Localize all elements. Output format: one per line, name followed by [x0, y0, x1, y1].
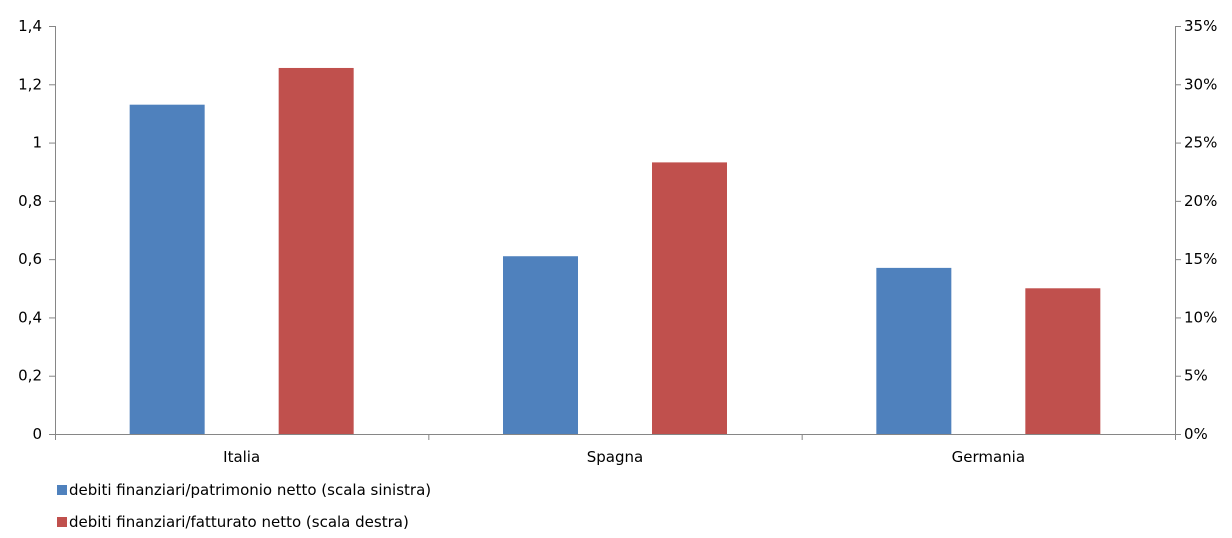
- y-right-tick-label: 5%: [1184, 367, 1208, 385]
- category-labels: Italia Spagna Germania: [223, 448, 1025, 466]
- bar-fatturato-germania: [1025, 288, 1100, 434]
- bar-fatturato-italia: [279, 68, 354, 434]
- y-left-tick: 0,6: [18, 250, 55, 268]
- y-left-tick: 0,4: [18, 308, 55, 326]
- legend-swatch: [57, 517, 67, 527]
- legend-item: debiti finanziari/patrimonio netto (scal…: [57, 481, 431, 499]
- y-right-tick-label: 25%: [1184, 134, 1217, 152]
- y-left-tick: 0: [32, 425, 55, 443]
- legend: debiti finanziari/patrimonio netto (scal…: [57, 481, 431, 531]
- y-right-tick: 35%: [1175, 17, 1217, 35]
- y-right-tick: 30%: [1175, 75, 1217, 93]
- bar-fatturato-spagna: [652, 162, 727, 434]
- y-right-tick: 5%: [1175, 367, 1208, 385]
- bar-patrimonio-spagna: [503, 256, 578, 434]
- y-right-tick-label: 10%: [1184, 308, 1217, 326]
- y-right-tick: 10%: [1175, 308, 1217, 326]
- legend-label: debiti finanziari/patrimonio netto (scal…: [69, 481, 431, 499]
- y-right-tick-label: 35%: [1184, 17, 1217, 35]
- y-left-tick-label: 1: [32, 134, 42, 152]
- legend-swatch: [57, 485, 67, 495]
- y-right-tick-label: 15%: [1184, 250, 1217, 268]
- y-left-tick-label: 0: [32, 425, 42, 443]
- y-right-tick: 25%: [1175, 134, 1217, 152]
- y-left-tick: 0,2: [18, 367, 55, 385]
- legend-item: debiti finanziari/fatturato netto (scala…: [57, 513, 409, 531]
- y-right-tick-label: 30%: [1184, 75, 1217, 93]
- y-right-tick: 15%: [1175, 250, 1217, 268]
- y-left-tick-label: 0,2: [18, 367, 42, 385]
- y-left-tick-label: 0,4: [18, 308, 42, 326]
- y-left-tick: 0,8: [18, 192, 55, 210]
- y-left-tick: 1: [32, 134, 55, 152]
- chart-bars: [130, 68, 1101, 434]
- legend-label: debiti finanziari/fatturato netto (scala…: [69, 513, 409, 531]
- y-left-tick: 1,2: [18, 75, 55, 93]
- y-left-tick-label: 0,8: [18, 192, 42, 210]
- y-right-tick: 20%: [1175, 192, 1217, 210]
- bar-patrimonio-italia: [130, 105, 205, 434]
- x-tick-label: Italia: [223, 448, 260, 466]
- y-right-tick-label: 20%: [1184, 192, 1217, 210]
- y-left-tick-label: 1,4: [18, 17, 42, 35]
- x-tick-label: Spagna: [587, 448, 643, 466]
- bar-patrimonio-germania: [876, 268, 951, 434]
- y-left-tick-label: 0,6: [18, 250, 42, 268]
- y-left-tick-label: 1,2: [18, 75, 42, 93]
- x-tick-label: Germania: [952, 448, 1025, 466]
- y-left-tick: 1,4: [18, 17, 55, 35]
- y-right-tick-label: 0%: [1184, 425, 1208, 443]
- y-right-tick: 0%: [1175, 425, 1208, 443]
